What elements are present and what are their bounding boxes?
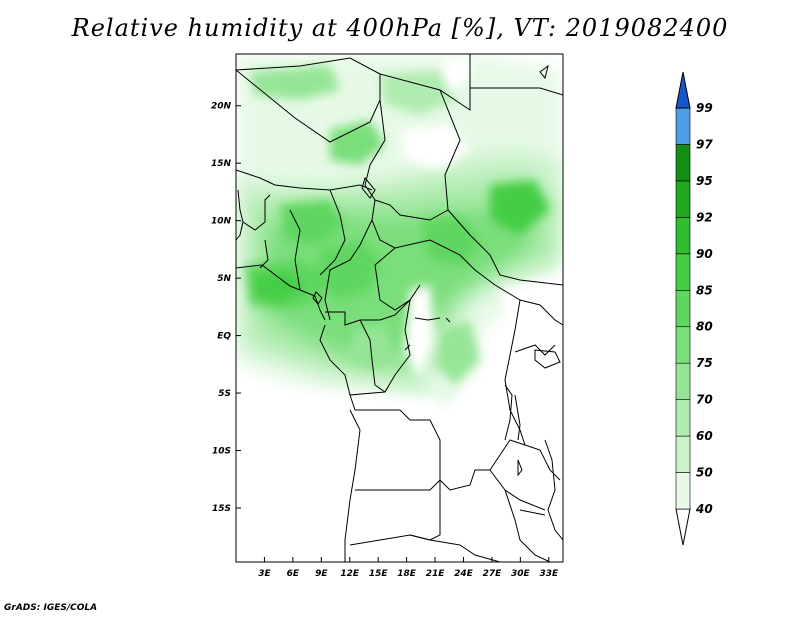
colorbar-label: 99: [696, 101, 713, 115]
lat-tick-label: EQ: [217, 332, 231, 342]
colorbar-lower-arrow: [675, 508, 691, 546]
colorbar-label: 80: [696, 320, 713, 334]
lon-tick-label: 9E: [315, 569, 328, 579]
colorbar-label: 92: [696, 210, 713, 224]
lat-tick-label: 10S: [212, 447, 231, 457]
lon-tick-label: 30E: [511, 569, 531, 579]
colorbar-label: 90: [696, 247, 713, 261]
colorbar-label: 60: [696, 429, 713, 443]
colorbar-swatch: [675, 107, 691, 145]
lon-tick-label: 21E: [426, 569, 446, 579]
colorbar-swatch: [675, 289, 691, 328]
lat-tick-label: 15S: [212, 504, 231, 514]
lat-tick-label: 5N: [217, 274, 231, 284]
lon-tick-label: 6E: [287, 569, 300, 579]
colorbar-swatch: [675, 217, 691, 255]
colorbar-upper-arrow: [675, 71, 691, 109]
colorbar-swatch: [675, 362, 691, 400]
colorbar-label: 70: [696, 393, 713, 407]
lon-tick-label: 24E: [454, 569, 474, 579]
humidity-field: [236, 54, 563, 562]
map-frame: [235, 53, 564, 563]
colorbar-swatch: [675, 144, 691, 182]
chart-title: Relative humidity at 400hPa [%], VT: 201…: [71, 14, 729, 42]
colorbar-swatch: [675, 180, 691, 218]
colorbar-label: 75: [696, 356, 713, 370]
colorbar-swatch: [675, 326, 691, 364]
grads-credit: GrADS: IGES/COLA: [4, 603, 98, 613]
colorbar-label: 85: [696, 283, 713, 297]
colorbar-swatch: [675, 472, 691, 510]
colorbar-label: 50: [696, 466, 713, 480]
colorbar-swatch: [675, 399, 691, 437]
lat-tick-label: 5S: [218, 389, 231, 399]
lon-tick-label: 33E: [539, 569, 559, 579]
colorbar-label: 97: [696, 137, 713, 151]
lon-tick-label: 12E: [340, 569, 360, 579]
colorbar-label: 40: [695, 502, 713, 516]
axis-ticks: 3E 6E 9E 12E 15E 18E 21E 24E 27E 30E 33E 20N 15N 10N 5…: [211, 102, 559, 579]
lat-tick-label: 20N: [211, 102, 232, 112]
lon-tick-label: 18E: [397, 569, 417, 579]
lon-tick-label: 27E: [483, 569, 503, 579]
colorbar-label: 95: [696, 174, 713, 188]
colorbar-swatch: [675, 253, 691, 291]
lon-tick-label: 15E: [369, 569, 389, 579]
lat-tick-label: 15N: [211, 159, 232, 169]
humidity-colorbar: 40 50 60 70 75 80 85 90 92 95 97 99: [675, 71, 713, 546]
colorbar-swatch: [675, 435, 691, 473]
lon-tick-label: 3E: [258, 569, 271, 579]
lat-tick-label: 10N: [211, 217, 232, 227]
